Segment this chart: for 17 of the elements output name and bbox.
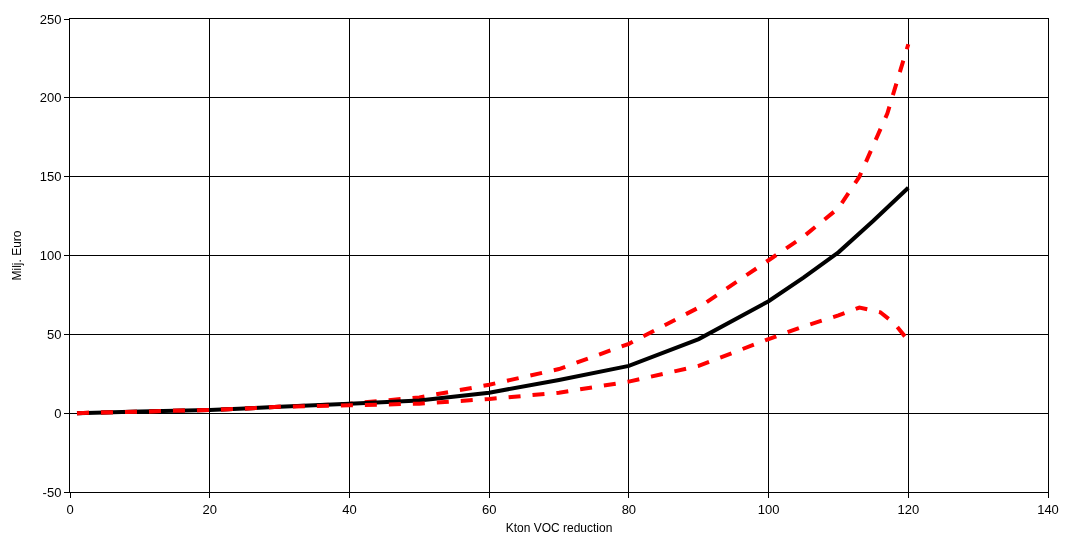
x-tick-label: 80	[621, 501, 637, 517]
y-tick-label: 250	[39, 11, 62, 27]
x-tick-label: 120	[897, 501, 920, 517]
x-tick-label: 40	[342, 501, 357, 517]
x-tick-label: 20	[202, 501, 217, 517]
y-tick-label: 100	[39, 248, 62, 264]
y-tick-label: 0	[54, 405, 62, 421]
x-tick-label: 0	[66, 501, 74, 517]
y-axis-title: Milj. Euro	[10, 230, 24, 281]
x-tick-label: 60	[481, 501, 497, 517]
x-tick-label: 140	[1037, 501, 1059, 517]
x-tick-label: 100	[757, 501, 780, 517]
y-tick-label: -50	[42, 484, 62, 500]
y-tick-label: 150	[39, 169, 62, 185]
x-axis-title: Kton VOC reduction	[505, 521, 613, 536]
y-tick-label: 50	[46, 326, 62, 342]
y-tick-label: 200	[39, 90, 62, 106]
